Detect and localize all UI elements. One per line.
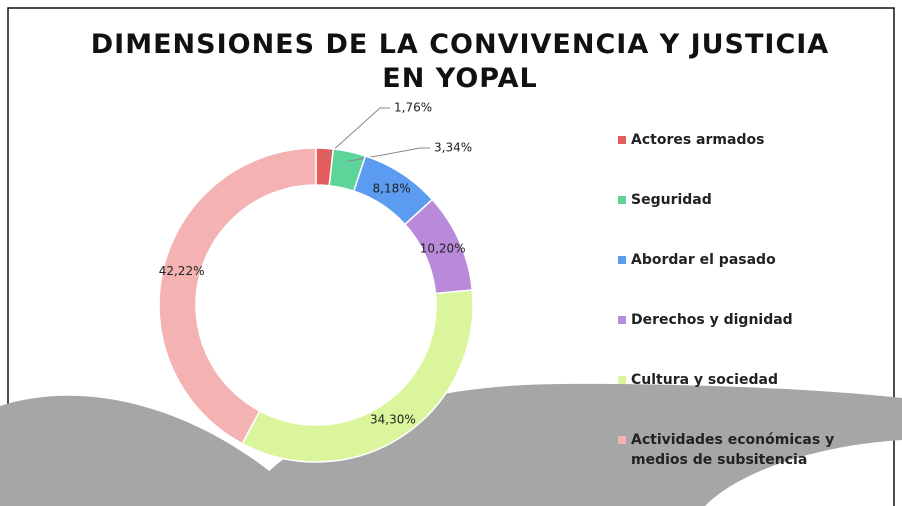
data-label: 42,22% bbox=[159, 264, 205, 278]
legend-label: Derechos y dignidad bbox=[631, 310, 881, 330]
legend-swatch bbox=[618, 196, 626, 204]
data-label: 3,34% bbox=[434, 141, 472, 155]
legend-label: Seguridad bbox=[631, 190, 881, 210]
legend-swatch bbox=[618, 136, 626, 144]
legend-item: Actores armados bbox=[618, 130, 888, 190]
legend-item: Seguridad bbox=[618, 190, 888, 250]
legend-label: Abordar el pasado bbox=[631, 250, 881, 270]
data-label: 1,76% bbox=[394, 101, 432, 115]
legend-item: Cultura y sociedad bbox=[618, 370, 888, 430]
legend-item: Actividades económicas y medios de subsi… bbox=[618, 430, 888, 490]
legend-item: Derechos y dignidad bbox=[618, 310, 888, 370]
legend-swatch bbox=[618, 376, 626, 384]
chart-title: DIMENSIONES DE LA CONVIVENCIA Y JUSTICIA… bbox=[90, 28, 830, 96]
legend-label: Actores armados bbox=[631, 130, 881, 150]
legend-label: Actividades económicas y medios de subsi… bbox=[631, 430, 881, 470]
page: 1,76% 3,34% 8,18% 10,20% 34,30% 42,22% DIMENS… bbox=[0, 0, 902, 506]
data-label: 10,20% bbox=[420, 242, 466, 256]
legend: Actores armados Seguridad Abordar el pasad… bbox=[618, 130, 888, 490]
data-label: 34,30% bbox=[370, 413, 416, 427]
legend-swatch bbox=[618, 436, 626, 444]
legend-label: Cultura y sociedad bbox=[631, 370, 881, 390]
legend-item: Abordar el pasado bbox=[618, 250, 888, 310]
data-label: 8,18% bbox=[373, 181, 411, 195]
legend-swatch bbox=[618, 316, 626, 324]
legend-swatch bbox=[618, 256, 626, 264]
